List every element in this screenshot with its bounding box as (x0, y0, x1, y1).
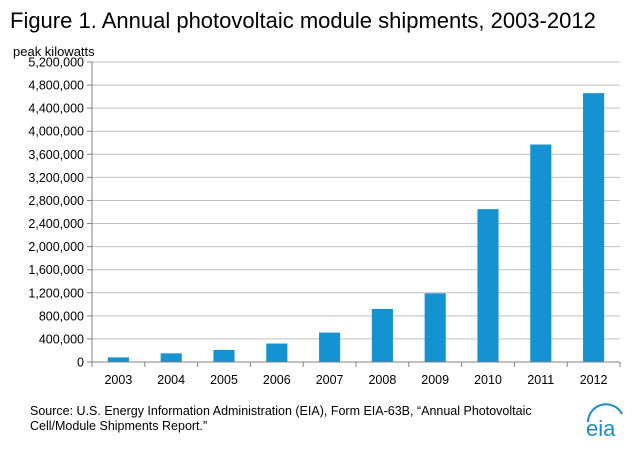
bar-2008 (371, 308, 393, 362)
y-tick-label: 3,600,000 (28, 148, 84, 162)
bar-2012 (583, 93, 605, 363)
y-tick-label: 1,200,000 (28, 286, 84, 300)
bar-2005 (213, 349, 235, 362)
x-tick-label: 2007 (316, 373, 344, 387)
bar-2007 (319, 332, 341, 362)
eia-logo: eia (586, 403, 623, 441)
y-tick-label: 4,000,000 (28, 125, 84, 139)
bar-2004 (160, 353, 182, 362)
y-tick-label: 2,800,000 (28, 194, 84, 208)
y-tick-label: 4,400,000 (28, 102, 84, 116)
x-tick-label: 2003 (104, 373, 132, 387)
bar-chart: 0 400,000 800,000 1,200,000 1,600,000 2,000,0… (28, 56, 621, 387)
y-tick-label: 800,000 (39, 309, 84, 323)
bar-2011 (530, 144, 552, 362)
eia-logo-text: eia (586, 416, 616, 441)
y-tick-label: 400,000 (39, 332, 84, 346)
x-tick-label: 2010 (474, 373, 502, 387)
bar-2006 (266, 343, 288, 362)
y-tick-label: 4,800,000 (28, 79, 84, 93)
x-tick-label: 2008 (368, 373, 396, 387)
x-tick-label: 2005 (210, 373, 238, 387)
y-tick-label: 2,000,000 (28, 240, 84, 254)
bar-2009 (424, 293, 446, 362)
x-tick-label: 2009 (421, 373, 449, 387)
y-axis-units-label: peak kilowatts (13, 44, 95, 59)
eia-logo-arc (587, 403, 623, 423)
bar-2010 (477, 209, 499, 362)
y-tick-label: 5,200,000 (28, 56, 84, 70)
x-tick-label: 2011 (527, 373, 554, 387)
source-note: Source: U.S. Energy Information Administ… (30, 404, 532, 433)
x-tick-label: 2004 (157, 373, 185, 387)
x-tick-label: 2006 (263, 373, 291, 387)
y-tick-label: 3,200,000 (28, 171, 84, 185)
y-tick-label: 1,600,000 (28, 263, 84, 277)
chart-title: Figure 1. Annual photovoltaic module shi… (10, 8, 596, 33)
y-tick-label: 2,400,000 (28, 217, 84, 231)
y-tick-label: 0 (77, 356, 84, 370)
bar-2003 (107, 357, 129, 362)
x-tick-label: 2012 (580, 373, 608, 387)
